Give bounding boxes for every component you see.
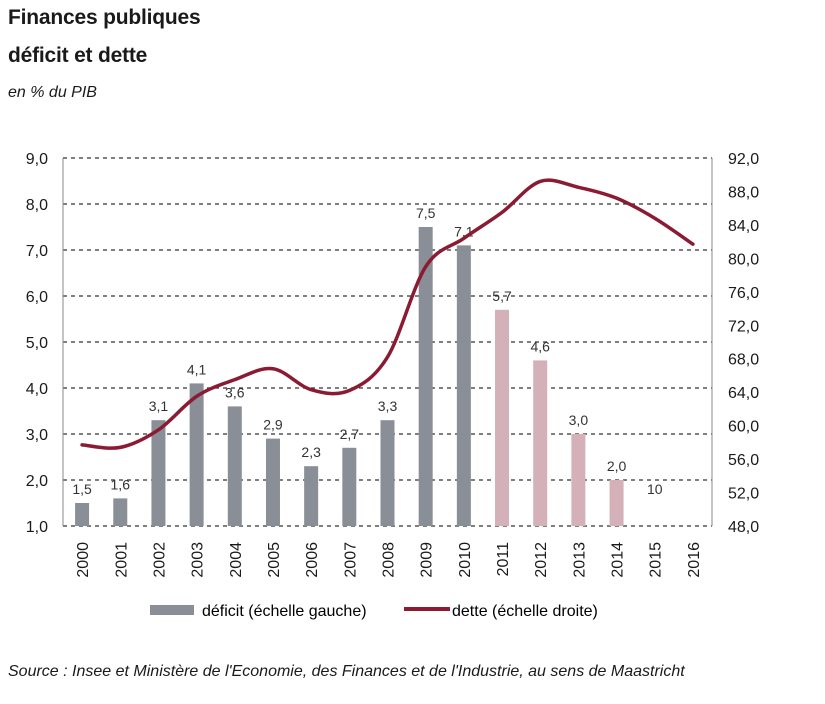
x-tick-label: 2007 [342,542,359,578]
deficit-bar [571,434,586,526]
chart-title-line2: déficit et dette [8,44,148,67]
x-tick-label: 2011 [495,542,512,577]
legend-debt-label: dette (échelle droite) [452,603,598,620]
x-tick-label: 2005 [266,542,283,578]
left-tick-label: 5,0 [26,335,48,352]
right-tick-label: 60,0 [728,419,759,436]
left-tick-label: 8,0 [26,197,48,214]
deficit-data-label: 3,3 [378,398,398,414]
right-tick-label: 84,0 [728,218,759,235]
deficit-data-label: 5,7 [492,288,512,304]
deficit-bar [75,503,90,526]
left-axis: 1,0 2,0 3,0 4,0 5,0 6,0 7,0 8,0 9,0 [26,151,48,536]
x-tick-label: 2000 [75,542,92,578]
deficit-bar [304,466,319,526]
deficit-bar [342,447,357,526]
chart-area: 1,0 2,0 3,0 4,0 5,0 6,0 7,0 8,0 9,0 48,0 52,0 56,0… [26,151,759,620]
gridlines [62,157,713,527]
right-tick-label: 68,0 [728,352,759,369]
deficit-data-label: 2,0 [607,458,627,474]
chart-subtitle: en % du PIB [8,84,97,101]
legend-deficit-label: déficit (échelle gauche) [202,603,367,620]
right-axis: 48,0 52,0 56,0 60,0 64,0 68,0 72,0 76,0 80,0 84,0… [728,151,759,536]
x-tick-label: 2003 [190,542,207,578]
right-tick-label: 72,0 [728,318,759,335]
legend-deficit-swatch [150,605,194,615]
right-tick-label: 76,0 [728,285,759,302]
deficit-data-label: 2,9 [263,417,283,433]
left-tick-label: 9,0 [26,151,48,168]
deficit-bars [75,227,624,526]
deficit-data-label: 2,7 [340,426,360,442]
left-tick-label: 2,0 [26,473,48,490]
deficit-bar [227,406,242,526]
x-tick-label: 2001 [113,542,130,578]
left-tick-label: 4,0 [26,381,48,398]
right-tick-label: 92,0 [728,151,759,168]
deficit-bar [418,227,433,526]
deficit-labels: 1,5 1,63,14,13,62,92,32,73,37,57,15,74,63… [72,205,662,497]
x-tick-label: 2014 [610,542,627,578]
deficit-bar [189,383,204,526]
deficit-data-label: 10 [647,481,663,497]
right-tick-label: 56,0 [728,452,759,469]
left-tick-label: 6,0 [26,289,48,306]
deficit-data-label: 3,0 [569,412,589,428]
right-tick-label: 88,0 [728,184,759,201]
right-tick-label: 48,0 [728,519,759,536]
x-axis-labels: 2000 2001 2002 2003 2004 2005 2006 2007 2008 2009… [75,542,703,578]
right-tick-label: 52,0 [728,486,759,503]
left-tick-label: 1,0 [26,519,48,536]
left-tick-label: 7,0 [26,243,48,260]
deficit-data-label: 7,5 [416,205,436,221]
x-tick-label: 2016 [686,542,703,578]
x-tick-label: 2010 [457,542,474,578]
legend: déficit (échelle gauche) dette (échelle … [150,603,598,620]
right-tick-label: 64,0 [728,385,759,402]
deficit-bar [533,360,548,526]
chart-title-line1: Finances publiques [8,6,201,29]
deficit-bar [265,438,280,526]
deficit-data-label: 1,6 [111,476,131,492]
x-tick-label: 2009 [419,542,436,578]
deficit-data-label: 4,1 [187,361,207,377]
x-tick-label: 2012 [533,542,550,578]
deficit-bar [380,420,395,526]
deficit-bar [609,480,624,526]
x-tick-label: 2008 [381,542,398,578]
deficit-data-label: 4,6 [530,338,550,354]
deficit-data-label: 1,5 [72,481,92,497]
debt-line [80,178,695,450]
deficit-bar [113,498,128,526]
deficit-data-label: 3,6 [225,384,245,400]
x-tick-label: 2013 [571,542,588,578]
right-tick-label: 80,0 [728,251,759,268]
deficit-data-label: 3,1 [149,398,169,414]
deficit-bar [456,245,471,526]
x-tick-label: 2015 [648,542,665,578]
deficit-data-label: 2,3 [301,444,321,460]
x-tick-label: 2004 [228,542,245,578]
left-tick-label: 3,0 [26,427,48,444]
x-tick-label: 2002 [151,542,168,578]
source-note: Source : Insee et Ministère de l'Economi… [8,663,685,680]
x-tick-label: 2006 [304,542,321,578]
deficit-bar [495,309,510,526]
deficit-bar [151,420,166,526]
